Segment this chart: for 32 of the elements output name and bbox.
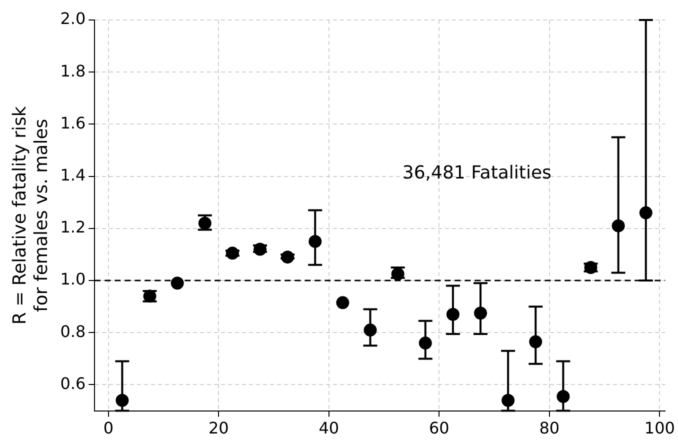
y-tick-label: 0.6 — [60, 374, 86, 393]
y-tick-label: 1.0 — [60, 270, 86, 289]
annotation: 36,481 Fatalities — [402, 162, 552, 184]
point — [308, 234, 322, 248]
x-tick-label: 20 — [208, 418, 229, 438]
x-tick-label: 100 — [644, 418, 675, 438]
point — [529, 335, 542, 348]
point — [612, 219, 625, 232]
x-tick-label: 0 — [103, 418, 114, 438]
x-tick-label: 40 — [318, 418, 340, 438]
point — [446, 308, 460, 321]
point — [281, 250, 294, 264]
point — [226, 246, 239, 260]
point — [474, 306, 488, 320]
point — [556, 390, 570, 403]
point — [418, 336, 432, 350]
point — [170, 276, 184, 290]
point — [254, 242, 267, 256]
y-tick-label: 1.2 — [60, 218, 86, 237]
y-tick-label: 1.4 — [60, 165, 86, 184]
y-tick-label: 1.8 — [60, 61, 86, 80]
x-tick-label: 80 — [539, 418, 560, 438]
point — [116, 394, 129, 407]
y-axis-title: R = Relative fatality risk for females vs. males — [9, 106, 52, 325]
y-tick-label: 1.6 — [60, 113, 86, 132]
y-tick-label: 0.8 — [60, 322, 86, 341]
point — [364, 324, 377, 337]
x-tick-label: 60 — [428, 418, 450, 438]
y-tick-label: 2.0 — [60, 9, 86, 28]
point — [639, 206, 652, 220]
point — [502, 394, 515, 407]
point — [336, 296, 350, 310]
